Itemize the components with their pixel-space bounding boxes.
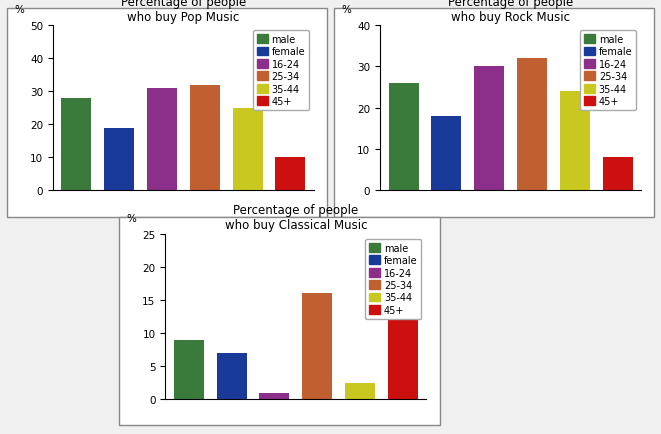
Title: Percentage of people
who buy Classical Music: Percentage of people who buy Classical M…	[225, 204, 367, 232]
Bar	[276, 158, 305, 191]
Bar	[104, 128, 134, 191]
Bar	[259, 393, 290, 399]
Bar	[190, 85, 220, 191]
Bar	[217, 353, 247, 399]
Text: %: %	[341, 5, 351, 15]
Legend: male, female, 16-24, 25-34, 35-44, 45+: male, female, 16-24, 25-34, 35-44, 45+	[366, 239, 422, 319]
Bar	[474, 67, 504, 191]
Bar	[517, 59, 547, 191]
Title: Percentage of people
who buy Rock Music: Percentage of people who buy Rock Music	[448, 0, 573, 23]
Text: %: %	[126, 213, 136, 223]
Bar	[174, 340, 204, 399]
Bar	[345, 383, 375, 399]
Bar	[233, 108, 262, 191]
Bar	[389, 84, 418, 191]
Title: Percentage of people
who buy Pop Music: Percentage of people who buy Pop Music	[121, 0, 246, 23]
Bar	[147, 89, 177, 191]
Bar	[560, 92, 590, 191]
Bar	[61, 99, 91, 191]
Bar	[302, 294, 332, 399]
Bar	[388, 267, 418, 399]
Legend: male, female, 16-24, 25-34, 35-44, 45+: male, female, 16-24, 25-34, 35-44, 45+	[580, 31, 637, 111]
Text: %: %	[14, 5, 24, 15]
Bar	[603, 158, 633, 191]
Bar	[432, 117, 461, 191]
Legend: male, female, 16-24, 25-34, 35-44, 45+: male, female, 16-24, 25-34, 35-44, 45+	[253, 31, 309, 111]
